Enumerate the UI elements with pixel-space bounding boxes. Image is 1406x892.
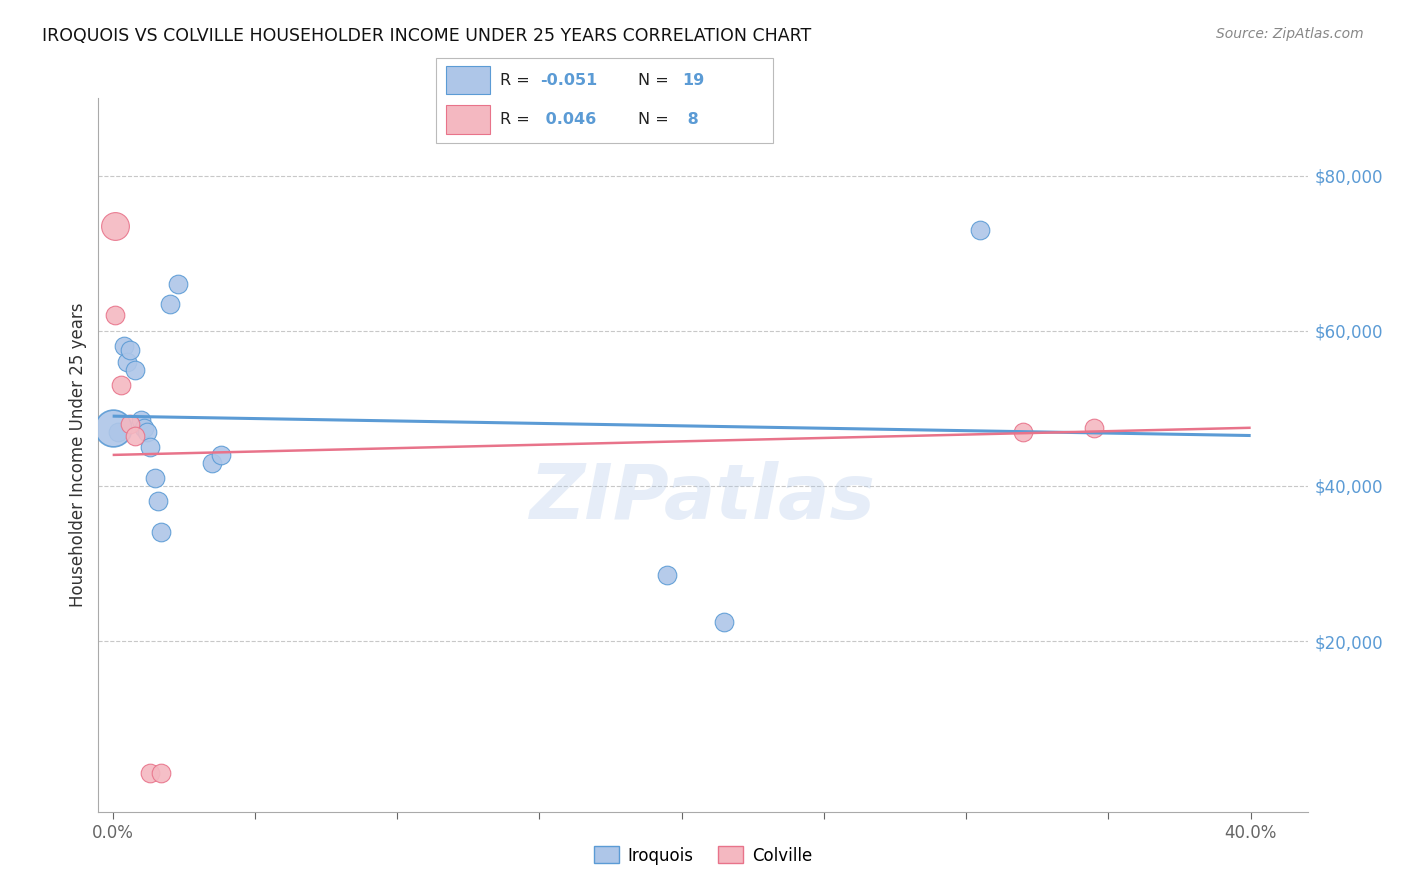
Point [713,615,735,629]
Point [129,413,152,427]
Point [209,448,232,462]
Text: Source: ZipAtlas.com: Source: ZipAtlas.com [1216,27,1364,41]
Point [104,308,127,322]
Legend: Iroquois, Colville: Iroquois, Colville [588,839,818,871]
Point [132,421,155,435]
Bar [446,66,489,95]
Point [124,428,146,442]
Point [104,219,127,233]
Y-axis label: Householder Income Under 25 years: Householder Income Under 25 years [69,302,87,607]
Text: 0.046: 0.046 [540,112,596,128]
Text: R =: R = [501,112,530,128]
Point [150,525,173,540]
Point [138,440,160,454]
Text: ZIPatlas: ZIPatlas [530,461,876,534]
Point [118,343,141,358]
Point [969,223,991,237]
Point [135,425,157,439]
Point [1083,421,1105,435]
Point [101,421,124,435]
Point [138,766,160,780]
Point [1012,425,1035,439]
Point [167,277,190,292]
Text: N =: N = [638,72,669,87]
Text: 19: 19 [682,72,704,87]
Point [657,568,679,582]
Text: R =: R = [501,72,530,87]
Point [124,362,146,376]
Point [112,339,135,353]
Point [110,378,132,392]
Text: 8: 8 [682,112,699,128]
Point [201,456,224,470]
Point [143,471,166,485]
Point [159,296,181,310]
Point [118,417,141,431]
Text: IROQUOIS VS COLVILLE HOUSEHOLDER INCOME UNDER 25 YEARS CORRELATION CHART: IROQUOIS VS COLVILLE HOUSEHOLDER INCOME … [42,27,811,45]
Text: N =: N = [638,112,669,128]
Bar [446,105,489,134]
Text: -0.051: -0.051 [540,72,598,87]
Point [107,425,129,439]
Point [150,766,173,780]
Point [146,494,169,508]
Point [115,355,138,369]
